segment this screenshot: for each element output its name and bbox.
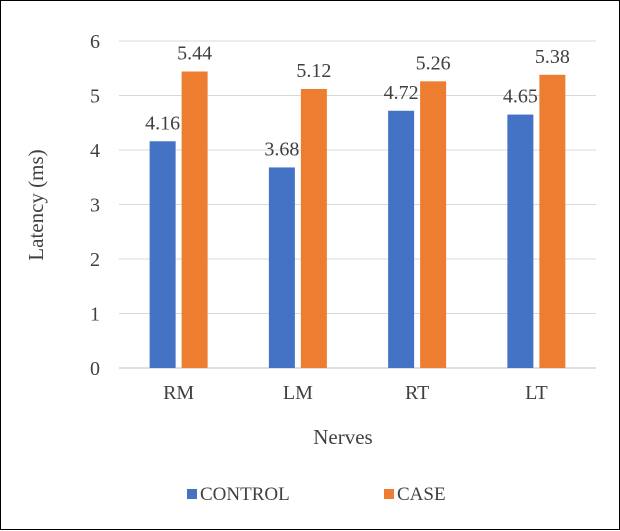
legend-label-control: CONTROL — [200, 484, 290, 505]
y-tick-label: 1 — [90, 304, 100, 326]
y-tick-label: 5 — [90, 86, 100, 108]
y-tick-label: 6 — [90, 31, 100, 53]
x-tick-label-lm: LM — [283, 382, 313, 404]
data-labels: 4.16 5.44 3.68 5.12 4.72 5.26 4.65 5.38 — [145, 43, 570, 161]
y-axis-ticks: 0 1 2 3 4 5 6 — [90, 31, 100, 380]
legend: CONTROL CASE — [187, 484, 446, 505]
bar-case-rt — [420, 81, 447, 368]
data-label-case-lm: 5.12 — [296, 60, 331, 82]
data-label-case-lt: 5.38 — [535, 46, 570, 68]
data-label-control-rm: 4.16 — [145, 112, 180, 134]
bar-case-rm — [181, 71, 208, 369]
legend-label-case: CASE — [397, 484, 446, 505]
bars — [149, 71, 566, 369]
x-axis-ticks: RM LM RT LT — [163, 382, 548, 404]
x-tick-label-rt: RT — [405, 382, 429, 404]
data-label-case-rm: 5.44 — [177, 43, 212, 65]
bar-control-lm — [268, 167, 295, 368]
y-axis-title: Latency (ms) — [24, 149, 48, 260]
y-tick-label: 4 — [90, 140, 100, 162]
bar-control-rt — [388, 110, 415, 368]
y-tick-label: 0 — [90, 358, 100, 380]
data-label-control-lm: 3.68 — [264, 138, 299, 160]
bar-case-lm — [300, 88, 327, 369]
y-tick-label: 3 — [90, 195, 100, 217]
x-axis-title: Nerves — [313, 425, 372, 449]
legend-swatch-case — [384, 489, 394, 499]
data-label-control-rt: 4.72 — [384, 82, 419, 104]
x-tick-label-rm: RM — [163, 382, 194, 404]
data-label-case-rt: 5.26 — [416, 52, 451, 74]
y-tick-label: 2 — [90, 249, 100, 271]
bar-control-rm — [149, 141, 176, 368]
bar-control-lt — [507, 114, 534, 368]
legend-swatch-control — [187, 489, 197, 499]
x-tick-label-lt: LT — [525, 382, 548, 404]
data-label-control-lt: 4.65 — [503, 86, 538, 108]
bar-case-lt — [539, 74, 566, 368]
